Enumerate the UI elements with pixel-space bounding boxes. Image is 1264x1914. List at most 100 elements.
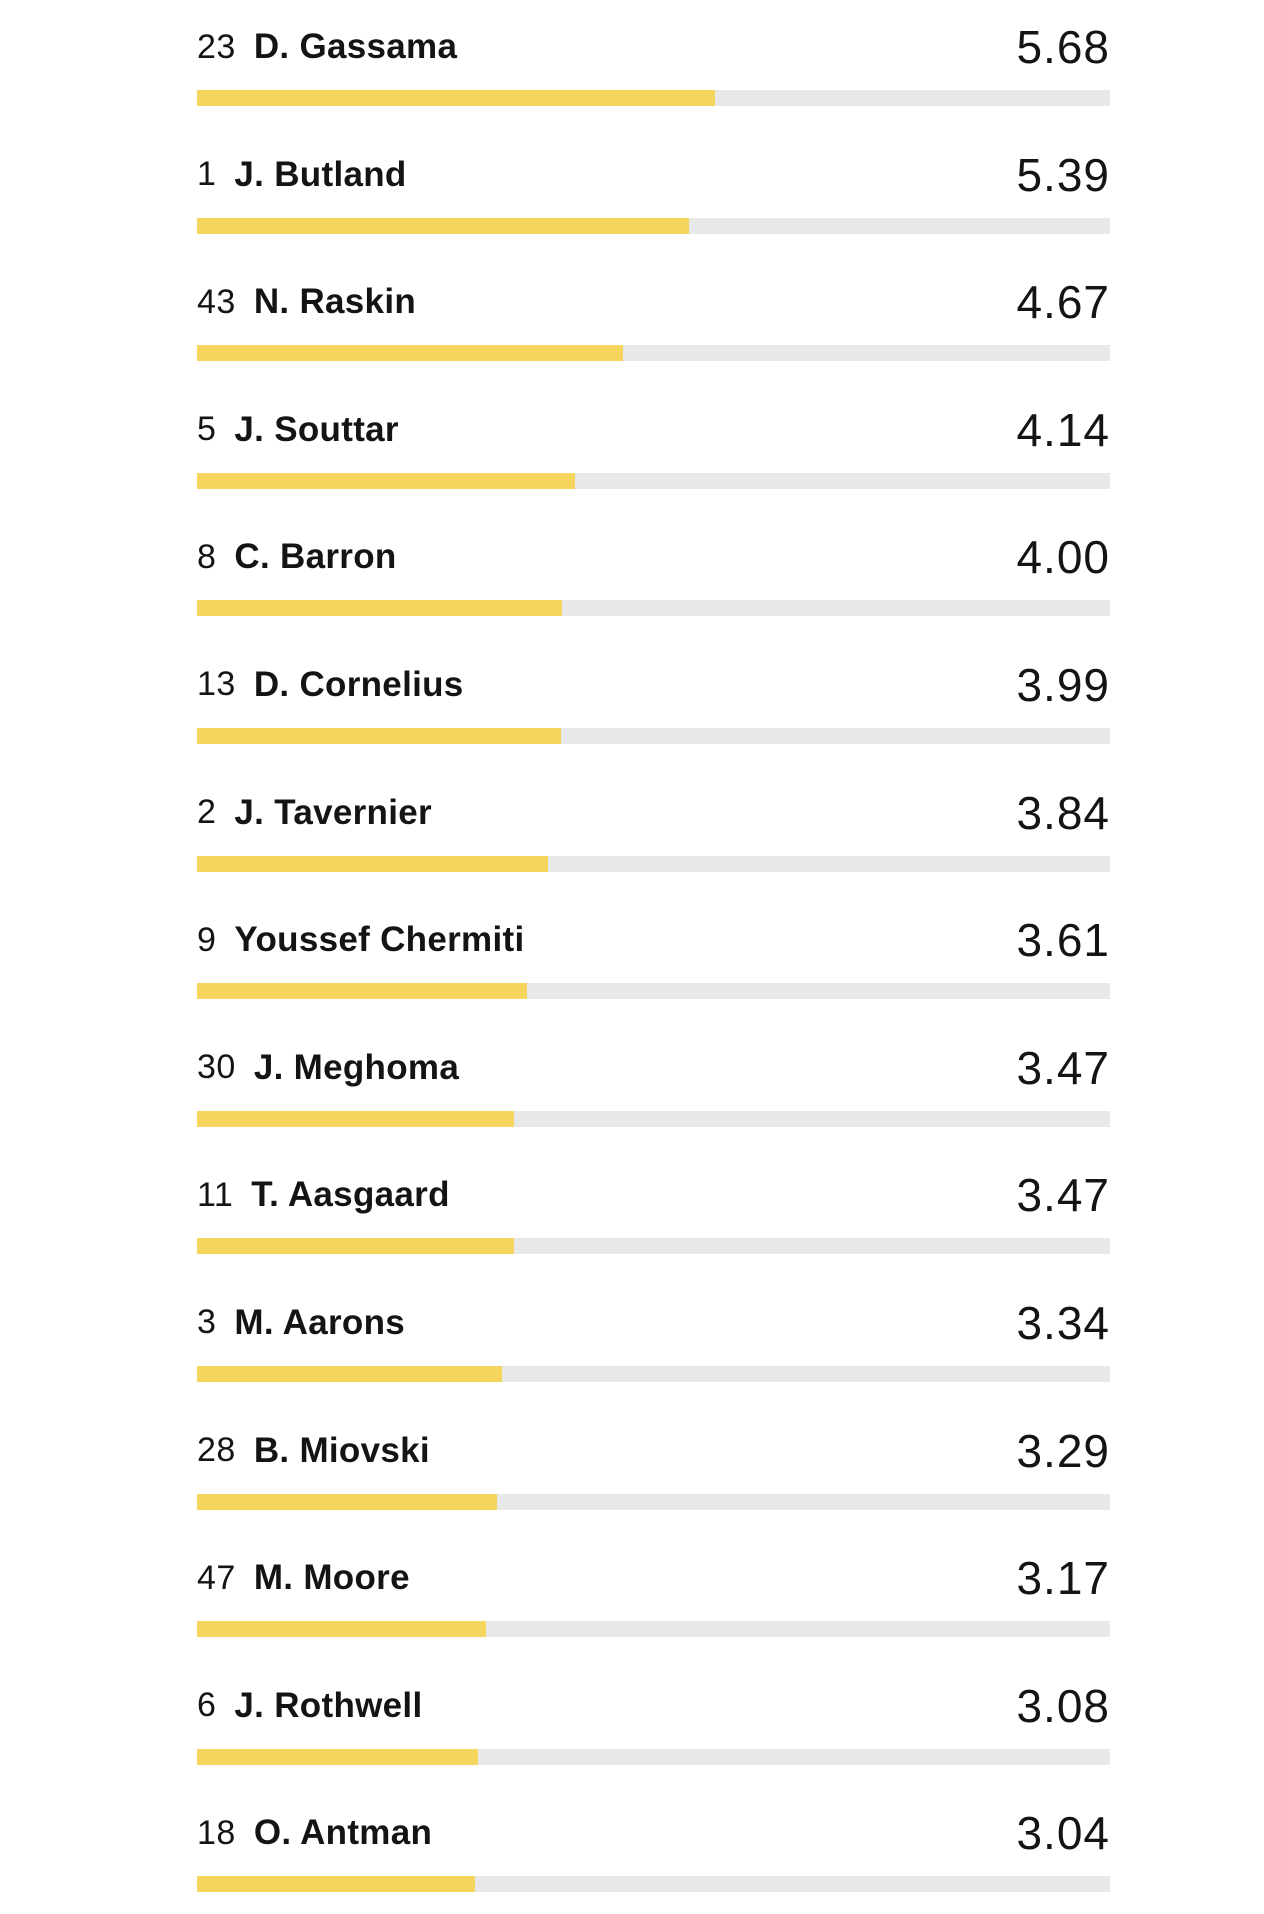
player-rating-value: 3.04: [1016, 1807, 1110, 1860]
player-rating-row: 2 J. Tavernier 3.84: [197, 766, 1110, 894]
player-number: 8: [197, 537, 217, 576]
player-rating-header: 47 M. Moore 3.17: [197, 1552, 1110, 1604]
player-rating-header: 5 J. Souttar 4.14: [197, 404, 1110, 456]
player-name: Youssef Chermiti: [234, 920, 525, 960]
rating-bar-fill: [197, 983, 527, 1000]
rating-bar-fill: [197, 855, 548, 872]
player-rating-header: 9 Youssef Chermiti 3.61: [197, 914, 1110, 966]
player-rating-value: 3.08: [1016, 1679, 1110, 1732]
player-rating-row: 18 O. Antman 3.04: [197, 1786, 1110, 1914]
player-number: 6: [197, 1686, 217, 1725]
rating-bar-track: [197, 217, 1110, 234]
player-name: J. Rothwell: [234, 1685, 423, 1725]
player-name: J. Meghoma: [253, 1047, 460, 1087]
player-ratings-list: 23 D. Gassama 5.68 1 J. Butland 5.39 43 …: [197, 0, 1110, 1914]
rating-bar-track: [197, 855, 1110, 872]
player-name: J. Butland: [234, 154, 407, 194]
player-rating-value: 3.61: [1016, 914, 1110, 967]
player-name: J. Souttar: [234, 409, 399, 449]
player-rating-row: 5 J. Souttar 4.14: [197, 383, 1110, 511]
rating-bar-fill: [197, 727, 562, 744]
player-rating-header: 8 C. Barron 4.00: [197, 531, 1110, 583]
player-number: 18: [197, 1813, 236, 1852]
rating-bar-track: [197, 472, 1110, 489]
player-number: 9: [197, 920, 217, 959]
player-rating-value: 3.17: [1016, 1552, 1110, 1605]
player-number: 3: [197, 1303, 217, 1342]
player-name: M. Moore: [253, 1558, 410, 1598]
rating-bar-track: [197, 600, 1110, 617]
player-number: 2: [197, 793, 217, 832]
player-number: 1: [197, 155, 217, 194]
player-name: D. Gassama: [253, 27, 458, 66]
rating-bar-fill: [197, 1876, 475, 1893]
player-name: J. Tavernier: [234, 792, 432, 832]
player-number: 13: [197, 665, 236, 704]
player-rating-row: 9 Youssef Chermiti 3.61: [197, 893, 1110, 1021]
player-name: M. Aarons: [234, 1302, 406, 1342]
rating-bar-track: [197, 345, 1110, 362]
player-rating-value: 3.47: [1016, 1041, 1110, 1094]
rating-bar-fill: [197, 600, 563, 617]
player-name: N. Raskin: [253, 282, 417, 322]
player-name: T. Aasgaard: [251, 1175, 450, 1215]
rating-bar-fill: [197, 1110, 514, 1127]
player-name: D. Cornelius: [253, 664, 464, 704]
player-rating-header: 23 D. Gassama 5.68: [197, 21, 1110, 73]
player-rating-header: 11 T. Aasgaard 3.47: [197, 1169, 1110, 1221]
rating-bar-track: [197, 1238, 1110, 1255]
rating-bar-track: [197, 1365, 1110, 1382]
player-rating-row: 13 D. Cornelius 3.99: [197, 638, 1110, 766]
rating-bar-track: [197, 727, 1110, 744]
player-rating-header: 6 J. Rothwell 3.08: [197, 1680, 1110, 1732]
player-rating-row: 3 M. Aarons 3.34: [197, 1276, 1110, 1404]
player-rating-header: 28 B. Miovski 3.29: [197, 1425, 1110, 1477]
rating-bar-track: [197, 1621, 1110, 1638]
rating-bar-fill: [197, 1493, 498, 1510]
rating-bar-fill: [197, 217, 690, 234]
player-rating-value: 3.84: [1016, 786, 1110, 839]
rating-bar-fill: [197, 90, 715, 106]
player-rating-row: 6 J. Rothwell 3.08: [197, 1659, 1110, 1787]
player-rating-value: 4.67: [1016, 276, 1110, 329]
player-rating-row: 8 C. Barron 4.00: [197, 510, 1110, 638]
rating-bar-track: [197, 1493, 1110, 1510]
player-rating-row: 23 D. Gassama 5.68: [197, 0, 1110, 128]
player-rating-value: 3.34: [1016, 1296, 1110, 1349]
player-rating-value: 4.00: [1016, 531, 1110, 584]
rating-bar-fill: [197, 1365, 502, 1382]
player-number: 11: [197, 1175, 234, 1214]
player-number: 43: [197, 282, 236, 321]
player-rating-value: 3.99: [1016, 658, 1110, 711]
rating-bar-fill: [197, 1238, 514, 1255]
player-rating-header: 3 M. Aarons 3.34: [197, 1297, 1110, 1349]
player-rating-header: 30 J. Meghoma 3.47: [197, 1042, 1110, 1094]
player-number: 47: [197, 1558, 236, 1597]
player-number: 5: [197, 410, 217, 449]
player-rating-value: 5.39: [1016, 148, 1110, 201]
rating-bar-track: [197, 90, 1110, 106]
player-rating-row: 47 M. Moore 3.17: [197, 1531, 1110, 1659]
player-number: 30: [197, 1048, 236, 1087]
player-rating-header: 43 N. Raskin 4.67: [197, 276, 1110, 328]
rating-bar-track: [197, 983, 1110, 1000]
player-rating-value: 3.29: [1016, 1424, 1110, 1477]
player-name: O. Antman: [253, 1813, 433, 1853]
player-number: 28: [197, 1431, 236, 1470]
rating-bar-track: [197, 1110, 1110, 1127]
player-rating-header: 1 J. Butland 5.39: [197, 149, 1110, 201]
player-name: C. Barron: [234, 537, 397, 577]
rating-bar-fill: [197, 1621, 487, 1638]
player-rating-value: 5.68: [1016, 21, 1110, 73]
rating-bar-fill: [197, 345, 624, 362]
player-rating-value: 3.47: [1016, 1169, 1110, 1222]
rating-bar-fill: [197, 1748, 479, 1765]
rating-bar-track: [197, 1876, 1110, 1893]
player-rating-row: 28 B. Miovski 3.29: [197, 1404, 1110, 1532]
player-name: B. Miovski: [253, 1430, 430, 1470]
player-rating-header: 2 J. Tavernier 3.84: [197, 787, 1110, 839]
rating-bar-fill: [197, 472, 575, 489]
player-rating-value: 4.14: [1016, 403, 1110, 456]
player-number: 23: [197, 27, 236, 66]
player-rating-row: 1 J. Butland 5.39: [197, 128, 1110, 256]
